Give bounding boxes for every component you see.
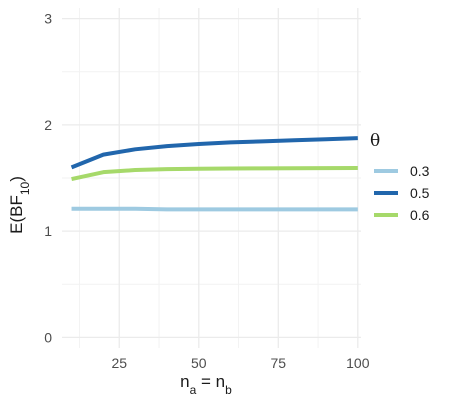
y-tick-label: 3 (44, 11, 52, 27)
data-series (70, 136, 358, 212)
legend-label-0-3: 0.3 (410, 163, 430, 179)
grid-lines (62, 8, 361, 348)
legend-label-0-5: 0.5 (410, 185, 430, 201)
y-axis-title-main: E(BF (7, 195, 26, 234)
legend-title: θ (370, 131, 380, 151)
legend-items: 0.3 0.5 0.6 (374, 163, 430, 223)
x-tick-label: 50 (191, 355, 207, 371)
x-axis-title-subscript-b: b (225, 383, 232, 397)
x-tick-label: 25 (111, 355, 127, 371)
y-axis-title-subscript: 10 (18, 181, 32, 195)
y-axis-title: E(BF10) (7, 176, 32, 234)
y-tick-label: 1 (44, 223, 52, 239)
series-line-0-3 (71, 206, 358, 212)
x-tick-label: 100 (346, 355, 370, 371)
series-line-0-5 (70, 136, 358, 170)
y-axis-title-close: ) (7, 176, 26, 182)
series-line-0-6 (71, 166, 358, 182)
axis-ticks: 25 50 75 100 0 1 2 3 (44, 11, 370, 371)
legend: θ 0.3 0.5 0.6 (370, 131, 430, 223)
x-axis-title-equals: = n (196, 372, 225, 391)
legend-label-0-6: 0.6 (410, 207, 430, 223)
x-axis-title: na = nb (180, 372, 232, 397)
y-tick-label: 0 (44, 329, 52, 345)
y-tick-label: 2 (44, 117, 52, 133)
x-axis-title-main: n (180, 372, 189, 391)
x-tick-label: 75 (271, 355, 287, 371)
x-axis-title-subscript-a: a (190, 383, 197, 397)
